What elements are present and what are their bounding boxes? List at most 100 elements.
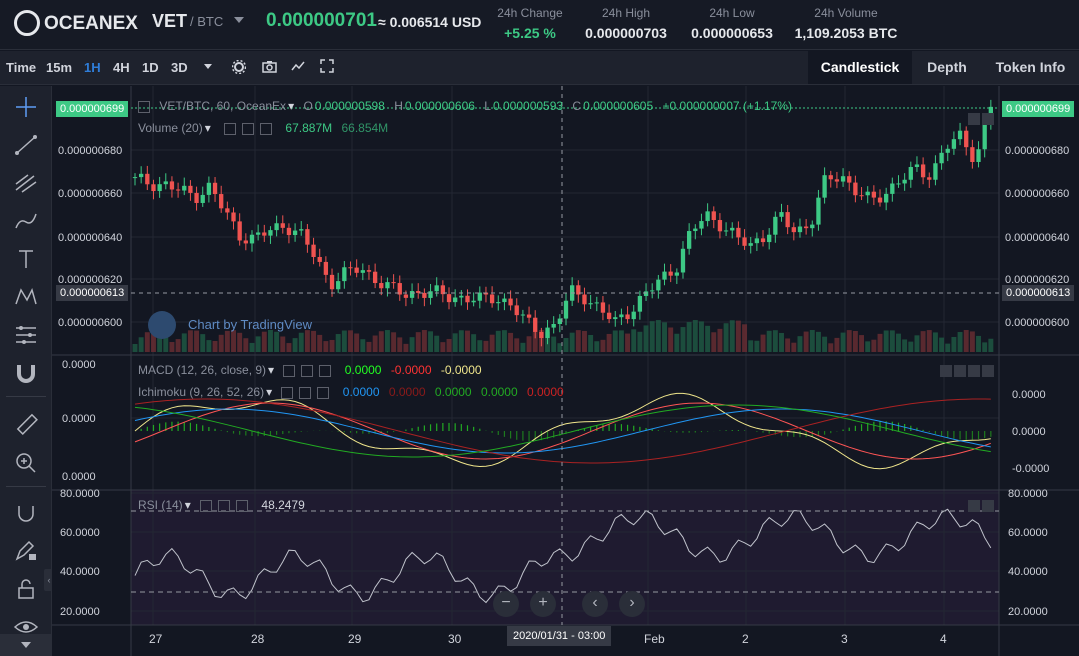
tradingview-watermark[interactable]: Chart by TradingView [148,311,348,339]
eye-icon[interactable] [281,386,294,399]
macd-pane [134,392,992,470]
volume-legend[interactable]: Volume (20) ▾ 67.887M 66.854M [138,121,394,135]
sidebar-divider [6,396,46,397]
close-icon[interactable] [319,364,332,377]
magnet-lock-icon[interactable] [12,500,40,526]
pane-maximize-icon[interactable] [968,365,980,377]
volume-bar [415,332,421,352]
volume-bar [237,332,243,352]
candle-body [132,177,138,179]
eye-icon[interactable] [224,122,237,135]
main-legend[interactable]: VET/BTC, 60, OceanEx ▾ O 0.000000598 H 0.00… [138,99,798,113]
zoom-out-button[interactable]: − [493,591,519,617]
volume-bar [169,342,175,352]
pattern-icon[interactable] [12,284,40,310]
gear-icon[interactable] [242,122,255,135]
rsi-legend[interactable]: RSI (14) ▾ 48.2479 [138,498,311,512]
ruler-icon[interactable] [12,412,40,438]
tab-candlestick[interactable]: Candlestick [808,51,912,84]
hide-drawings-button[interactable] [0,634,52,656]
interval-15m[interactable]: 15m [46,60,73,75]
macd-legend[interactable]: MACD (12, 26, close, 9) ▾ 0.0000 -0.0000 … [138,363,488,377]
legend-c-value: 0.000000605 [583,99,654,113]
forecast-icon[interactable] [12,322,40,348]
fullscreen-icon[interactable] [320,59,334,73]
crosshair-icon[interactable] [12,94,40,120]
chevron-down-icon[interactable] [204,64,212,69]
text-icon[interactable] [12,246,40,272]
zoom-icon[interactable] [12,450,40,476]
tab-depth[interactable]: Depth [927,59,967,75]
volume-bar [754,340,760,352]
candle-body [200,194,205,203]
price-axis-label-left: 0.000000620 [58,274,122,286]
current-price-tag-left: 0.000000699 [56,101,129,117]
interval-1h[interactable]: 1H [84,60,101,75]
oceanex-logo[interactable]: OCEANEX [14,8,138,38]
stat-label: 24h Low [709,6,755,20]
gear-icon[interactable] [232,60,246,74]
volume-bar [877,333,883,352]
close-icon[interactable] [317,386,330,399]
scroll-right-button[interactable]: › [619,591,645,617]
eye-icon[interactable] [283,364,296,377]
pane-down-icon[interactable] [954,365,966,377]
pane-close-icon[interactable] [982,500,994,512]
pane-close-icon[interactable] [982,365,994,377]
collapse-sidebar-button[interactable]: ‹ [44,569,54,591]
brush-icon[interactable] [12,208,40,234]
gear-icon[interactable] [299,386,312,399]
macd-axis-label-left: 0.0000 [62,359,96,371]
tab-token-info[interactable]: Token Info [995,59,1066,75]
close-icon[interactable] [236,499,249,512]
scroll-left-button[interactable]: ‹ [582,591,608,617]
candle-body [945,148,950,153]
volume-bar [335,334,341,352]
chevron-down-icon[interactable]: ▾ [204,121,211,135]
ichimoku-legend[interactable]: Ichimoku (9, 26, 52, 26) ▾ 0.0000 0.0000 … [138,385,570,399]
chevron-down-icon[interactable]: ▾ [184,498,191,512]
pair-quote[interactable]: / BTC [190,14,224,29]
camera-icon[interactable] [262,60,277,73]
trend-line-icon[interactable] [12,132,40,158]
fib-icon[interactable] [12,170,40,196]
chevron-down-icon[interactable]: ▾ [268,363,275,377]
volume-bar [267,330,273,352]
candle-body [268,230,273,236]
interval-4h[interactable]: 4H [113,60,130,75]
chevron-down-icon[interactable]: ▾ [288,99,295,113]
pair-base[interactable]: VET [152,11,188,31]
chevron-down-icon[interactable]: ▾ [266,385,273,399]
interval-3d[interactable]: 3D [171,60,188,75]
pane-up-icon[interactable] [968,500,980,512]
candle-body [175,189,181,191]
volume-bar [298,332,304,352]
candle-body [422,292,427,298]
eye-icon[interactable] [12,614,40,640]
close-icon[interactable] [260,122,273,135]
interval-1d[interactable]: 1D [142,60,159,75]
pencil-lock-icon[interactable] [12,538,40,564]
eye-icon[interactable] [200,499,213,512]
magnet-icon[interactable] [12,360,40,386]
pane-up-icon[interactable] [968,113,980,125]
unlock-icon[interactable] [12,576,40,602]
volume-bar [514,338,520,352]
volume-bar [908,341,914,352]
legend-collapse-icon[interactable] [138,100,150,113]
gear-icon[interactable] [218,499,231,512]
interval-time[interactable]: Time [6,60,37,75]
rsi-axis-label-left: 20.0000 [60,606,100,618]
pane-up-icon[interactable] [940,365,952,377]
pair-dropdown-icon[interactable] [234,17,244,23]
chart-line-icon[interactable] [291,60,305,72]
zoom-in-button[interactable]: + [530,591,556,617]
gear-icon[interactable] [301,364,314,377]
volume-bar [323,341,329,352]
pane-close-icon[interactable] [982,113,994,125]
volume-bar [354,333,360,352]
chart-area[interactable]: 0.000000680 0.000000680 0.000000660 0.00000… [52,86,1079,656]
volume-bar [409,337,415,352]
time-axis-label: 4 [940,632,947,646]
